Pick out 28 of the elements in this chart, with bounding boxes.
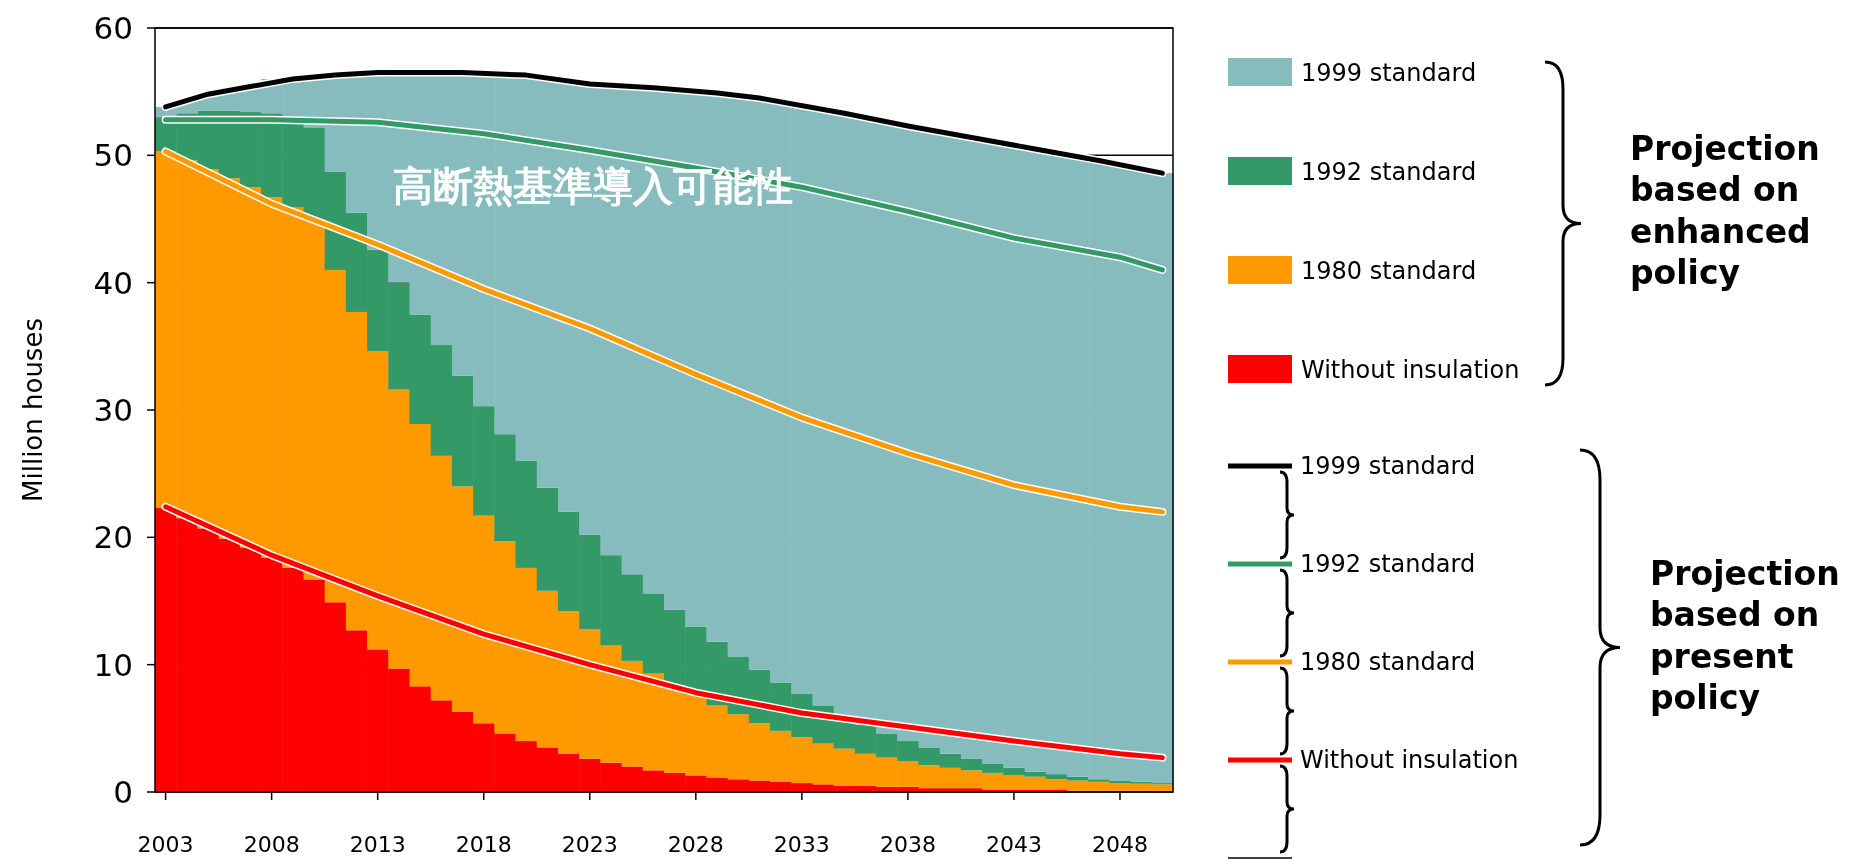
x-tick-label: 2003: [137, 832, 194, 857]
y-tick-label: 50: [93, 137, 133, 174]
y-tick-label: 60: [93, 10, 133, 46]
x-tick-label: 2028: [667, 832, 724, 857]
legend-label: 1999 standard: [1301, 59, 1477, 87]
x-tick-label: 2018: [455, 832, 512, 857]
y-tick-label: 20: [93, 519, 133, 556]
legend-label: 1980 standard: [1301, 257, 1477, 285]
y-tick-label: 0: [113, 774, 133, 810]
x-tick-label: 2043: [985, 832, 1042, 857]
y-axis-title: Million houses: [18, 318, 48, 502]
x-tick-label: 2023: [561, 832, 618, 857]
legend-label: 1980 standard: [1300, 648, 1476, 676]
legend-label: 1999 standard: [1300, 452, 1476, 480]
legend-label: 1992 standard: [1300, 550, 1476, 578]
x-tick-label: 2038: [879, 832, 936, 857]
text: Projection based on present policy: [1650, 554, 1840, 717]
x-tick-label: 2008: [243, 832, 300, 857]
x-tick-label: 2033: [773, 832, 830, 857]
y-tick-label: 40: [93, 264, 133, 301]
y-tick-label: 10: [93, 646, 133, 683]
text: Projection based on enhanced policy: [1630, 129, 1820, 292]
y-tick-label: 30: [93, 392, 133, 428]
legend-label: Without insulation: [1300, 746, 1519, 774]
x-tick-label: 2048: [1091, 832, 1148, 857]
legend-label: Without insulation: [1301, 356, 1520, 384]
x-tick-label: 2013: [349, 832, 406, 857]
legend-label: 1992 standard: [1301, 158, 1477, 186]
